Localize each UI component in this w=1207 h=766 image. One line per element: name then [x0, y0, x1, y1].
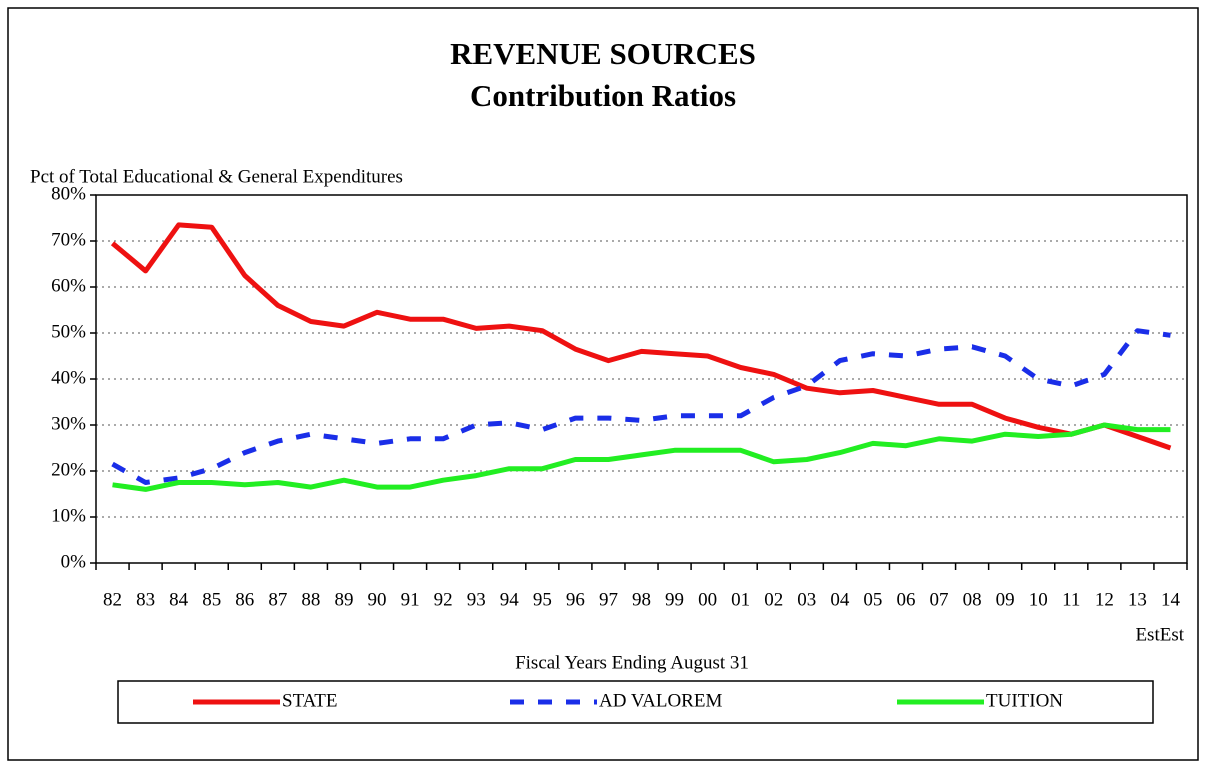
plot-frame: [95, 194, 1188, 564]
series-line: [112, 422, 1171, 492]
y-tick-label: 30%: [51, 413, 86, 434]
y-tick-label: 80%: [51, 183, 86, 204]
legend-label: TUITION: [986, 690, 1063, 711]
x-tick-label: 95: [533, 589, 552, 610]
x-tick-label: 00: [698, 589, 717, 610]
y-tick-label: 20%: [51, 459, 86, 480]
x-tick-label: 86: [235, 589, 254, 610]
x-tick-label: 14: [1161, 589, 1181, 610]
x-tick-label: 92: [434, 589, 453, 610]
y-axis-label: Pct of Total Educational & General Expen…: [30, 166, 403, 187]
x-tick-label: 94: [500, 589, 520, 610]
y-tick-label: 10%: [51, 505, 86, 526]
x-tick-label: 05: [863, 589, 882, 610]
x-tick-label: 88: [301, 589, 320, 610]
x-tick-label: 08: [963, 589, 982, 610]
x-tick-label: 93: [467, 589, 486, 610]
chart-frame: [7, 7, 1199, 761]
y-tick-label: 0%: [61, 551, 87, 572]
x-tick-label: 04: [830, 589, 850, 610]
x-tick-label: 11: [1062, 589, 1080, 610]
legend-label: AD VALOREM: [599, 690, 722, 711]
chart-subtitle: Contribution Ratios: [470, 78, 736, 113]
series-line: [110, 222, 1172, 451]
x-tick-label: 02: [764, 589, 783, 610]
x-tick-label: 89: [334, 589, 353, 610]
legend-label: STATE: [282, 690, 337, 711]
x-tick-label: 12: [1095, 589, 1114, 610]
x-tick-label: 97: [599, 589, 618, 610]
x-tick-label: 06: [896, 589, 915, 610]
chart-title: REVENUE SOURCES: [450, 36, 756, 71]
x-tick-label: 96: [566, 589, 585, 610]
x-tick-label: 98: [632, 589, 651, 610]
x-tick-label: 13: [1128, 589, 1147, 610]
y-tick-label: 50%: [51, 321, 86, 342]
x-tick-label: 84: [169, 589, 189, 610]
x-tick-label: 82: [103, 589, 122, 610]
x-tick-label: 10: [1029, 589, 1048, 610]
x-note: EstEst: [1135, 624, 1184, 645]
x-tick-label: 99: [665, 589, 684, 610]
x-tick-label: 03: [797, 589, 816, 610]
x-axis-label: Fiscal Years Ending August 31: [515, 652, 749, 673]
y-tick-label: 70%: [51, 229, 86, 250]
y-tick-label: 40%: [51, 367, 86, 388]
y-tick-label: 60%: [51, 275, 86, 296]
x-tick-label: 83: [136, 589, 155, 610]
x-tick-label: 87: [268, 589, 287, 610]
x-tick-label: 09: [996, 589, 1015, 610]
x-tick-label: 90: [368, 589, 387, 610]
x-tick-label: 01: [731, 589, 750, 610]
x-tick-label: 85: [202, 589, 221, 610]
x-tick-label: 07: [930, 589, 949, 610]
x-tick-label: 91: [401, 589, 420, 610]
